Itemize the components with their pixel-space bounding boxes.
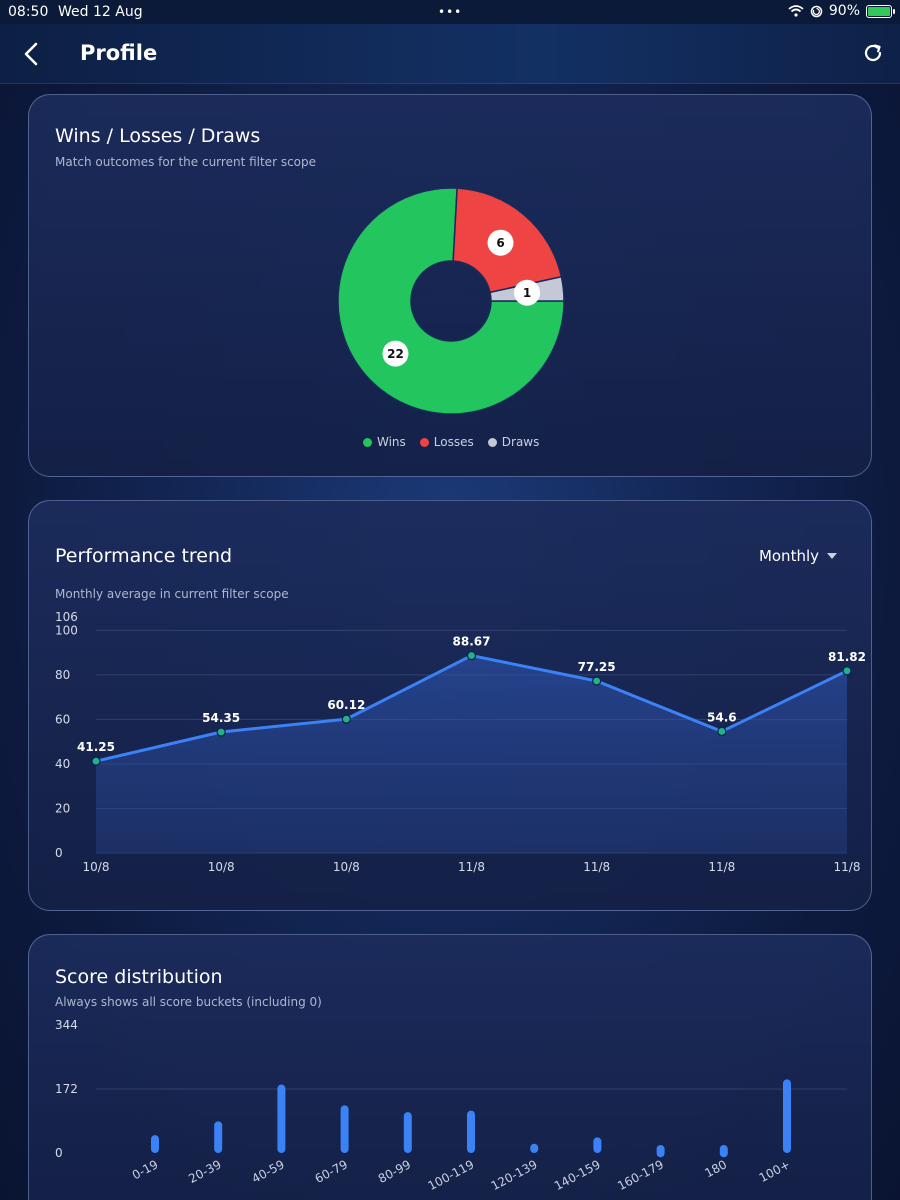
refresh-icon[interactable] [862, 42, 884, 64]
trend-y-tick-label: 0 [55, 846, 63, 860]
scores-x-tick-label: 140-159 [552, 1157, 603, 1193]
trend-data-label: 88.67 [453, 635, 491, 649]
legend-dot-wins [363, 437, 372, 447]
status-time: 08:50 [8, 4, 49, 20]
score-distribution-chart: 0 172 344 0-19 20-39 40-59 60-79 80-99 100-119 12… [55, 1018, 847, 1193]
trend-title: Performance trend [55, 545, 233, 567]
outcomes-donut-chart: 22 6 1 [337, 187, 565, 415]
trend-point [341, 714, 351, 724]
trend-x-tick-label: 10/8 [333, 860, 360, 874]
outcomes-card: Wins / Losses / Draws Match outcomes for… [28, 94, 872, 477]
trend-y-tick-label: 100 [55, 623, 78, 637]
trend-area-fill [96, 655, 847, 853]
scores-x-tick-label: 40-59 [249, 1157, 286, 1186]
donut-label-losses: 6 [496, 236, 504, 250]
battery-charging-icon [866, 4, 895, 18]
legend-label-wins: Wins [377, 435, 406, 449]
trend-data-label: 77.25 [578, 660, 616, 674]
scores-subtitle: Always shows all score buckets (includin… [55, 995, 322, 1009]
status-indicators: 90% [788, 3, 895, 19]
scores-x-tick-label: 20-39 [186, 1157, 223, 1186]
app-header: Profile [0, 24, 900, 84]
scores-x-tick-label: 60-79 [313, 1157, 350, 1186]
legend-item-wins[interactable]: Wins [363, 435, 406, 449]
legend-dot-draws [487, 437, 497, 447]
donut-label-badge [487, 229, 514, 256]
donut-label-draws: 1 [523, 286, 531, 300]
scores-y-tick-label: 344 [55, 1018, 78, 1032]
scores-x-tick-label: 100+ [757, 1157, 793, 1185]
scores-x-tick-label: 180 [702, 1157, 729, 1180]
trend-y-tick-label: 80 [55, 668, 70, 682]
scores-card: Score distribution Always shows all scor… [28, 934, 872, 1200]
legend-label-draws: Draws [501, 435, 540, 449]
trend-y-tick-label: 60 [55, 712, 70, 726]
wifi-icon [788, 5, 804, 17]
scores-x-tick-label: 160-179 [615, 1157, 666, 1193]
trend-data-label: 60.12 [327, 698, 365, 712]
outcomes-title: Wins / Losses / Draws [55, 125, 261, 147]
trend-card: Performance trend Monthly Monthly averag… [28, 500, 872, 911]
scores-x-tick-label: 0-19 [130, 1157, 161, 1182]
legend-item-losses[interactable]: Losses [419, 435, 474, 449]
legend-label-losses: Losses [433, 435, 474, 449]
page-title: Profile [80, 41, 158, 65]
trend-y-tick-label: 106 [55, 610, 78, 624]
donut-label-badge [382, 340, 409, 367]
status-bar: 08:50 Wed 12 Aug ••• 90% [0, 0, 900, 24]
trend-subtitle: Monthly average in current filter scope [55, 587, 289, 601]
trend-x-tick-label: 11/8 [708, 860, 735, 874]
legend-item-draws[interactable]: Draws [487, 435, 540, 449]
trend-point [466, 650, 477, 661]
chevron-left-icon[interactable] [20, 40, 44, 68]
multitasking-dots-icon[interactable]: ••• [438, 5, 463, 19]
trend-data-label: 54.35 [202, 711, 240, 725]
trend-data-label: 54.6 [707, 710, 737, 724]
trend-x-tick-label: 11/8 [458, 860, 485, 874]
outcomes-legend: Wins Losses Draws [363, 435, 539, 449]
scores-x-tick-label: 100-119 [426, 1157, 477, 1193]
trend-x-tick-label: 10/8 [83, 860, 110, 874]
trend-x-tick-label: 10/8 [208, 860, 235, 874]
caret-down-icon [827, 553, 837, 559]
trend-point [842, 666, 852, 676]
location-lock-icon [810, 5, 823, 17]
status-date: Wed 12 Aug [58, 4, 143, 20]
period-dropdown[interactable]: Monthly [759, 547, 837, 565]
trend-point [216, 727, 226, 737]
donut-label-wins: 22 [387, 347, 404, 361]
battery-percent: 90% [828, 3, 860, 19]
period-dropdown-label: Monthly [758, 547, 819, 565]
outcomes-subtitle: Match outcomes for the current filter sc… [55, 155, 317, 169]
trend-y-tick-label: 20 [55, 801, 70, 815]
scores-x-tick-label: 80-99 [376, 1157, 413, 1186]
trend-point [91, 756, 101, 766]
scores-y-tick-label: 172 [55, 1082, 78, 1096]
trend-x-tick-label: 11/8 [583, 860, 610, 874]
trend-x-tick-label: 11/8 [834, 860, 861, 874]
donut-label-badge [514, 279, 541, 306]
trend-point [592, 676, 602, 686]
trend-point [717, 726, 727, 737]
legend-dot-losses [419, 437, 429, 447]
trend-y-tick-label: 40 [55, 757, 70, 771]
scores-y-tick-label: 0 [55, 1146, 63, 1160]
scores-title: Score distribution [55, 966, 223, 988]
trend-data-label: 41.25 [77, 740, 115, 754]
scores-x-tick-label: 120-139 [489, 1157, 540, 1193]
trend-data-label: 81.82 [828, 650, 866, 664]
